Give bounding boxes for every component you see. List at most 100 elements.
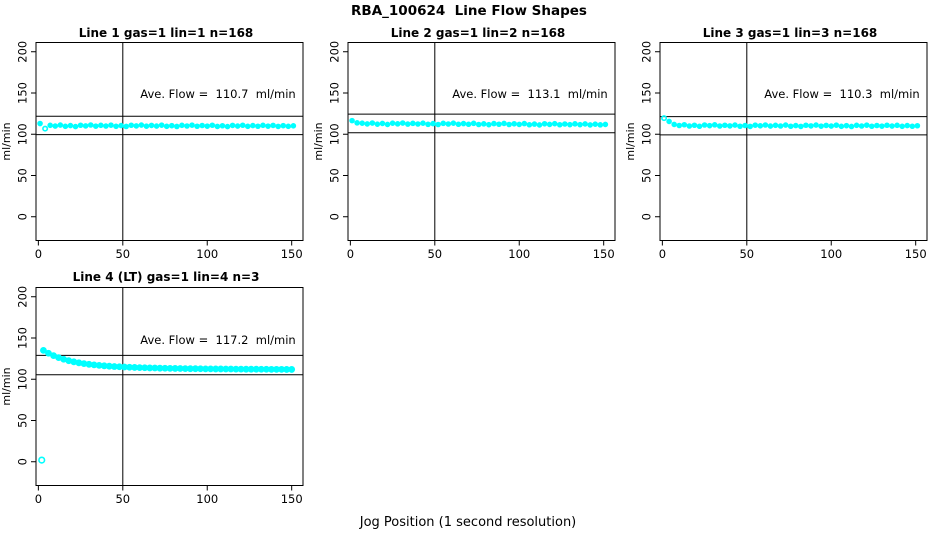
data-point [219,122,226,129]
data-point [823,122,829,129]
data-point [465,121,472,128]
data-point [818,123,824,129]
x-tick-label: 150 [281,492,303,506]
data-point [496,121,502,128]
data-point [889,123,895,129]
panel-1-ave-flow-label: Ave. Flow = 110.7 ml/min [140,87,296,101]
x-tick-label: 100 [508,247,530,261]
x-tick-label: 0 [347,247,354,261]
data-point [118,122,124,129]
data-point [737,123,743,130]
data-point [470,120,477,127]
data-point [445,121,452,127]
data-point [455,121,462,128]
data-point [234,123,241,129]
data-point [52,123,59,129]
data-point [762,122,769,128]
plot-box [35,287,304,486]
data-point [661,115,668,122]
data-point [909,123,916,130]
data-point [98,122,104,129]
data-point [92,123,99,129]
data-point [843,122,850,129]
panel-4-title: Line 4 (LT) gas=1 lin=4 n=3 [72,270,260,284]
panel-2: 0 50 100 150 0 50 100 150 200 ml/min [312,41,616,261]
data-point [853,122,860,129]
data-point [415,121,421,127]
y-tick-label: 50 [640,168,654,183]
data-point [379,120,386,127]
data-point [562,121,568,127]
data-point [828,123,835,129]
data-point [701,122,708,128]
panel-4: 0 50 100 150 0 50 100 150 200 ml/min [0,286,304,506]
data-point [394,121,401,127]
x-tick-label: 50 [115,247,130,261]
data-point [214,123,221,130]
data-point [460,120,467,127]
data-point [174,123,180,130]
data-point [808,123,814,129]
data-point [42,125,49,132]
data-point [369,120,376,126]
data-point [798,123,804,130]
data-point [666,118,672,125]
data-point [250,122,256,129]
data-point [244,123,251,130]
data-point [229,122,236,129]
y-tick-label: 200 [640,41,654,63]
y-tick-label: 200 [16,41,30,63]
data-point [772,122,779,129]
data-point [681,121,688,128]
y-tick-label: 0 [16,458,30,465]
data-point [767,123,774,129]
data-point [521,120,528,127]
data-point [153,123,160,129]
y-tick-label: 50 [16,168,30,183]
data-point [450,120,457,126]
data-point [128,122,135,129]
x-tick-label: 0 [35,247,42,261]
data-point [285,123,292,130]
data-point [803,122,809,129]
data-point [752,122,759,128]
x-tick-label: 100 [820,247,842,261]
data-point [108,122,114,128]
data-point [62,123,69,130]
data-point [260,122,266,129]
data-point [863,122,870,128]
y-tick-label: 200 [328,41,342,63]
data-point [275,123,281,130]
data-point [290,123,297,129]
data-point [858,123,865,129]
data-point [904,122,911,129]
y-tick-label: 150 [16,327,30,349]
data-point [359,120,365,126]
y-axis-title: ml/min [312,122,325,160]
plot-box [347,42,616,241]
data-point [747,123,753,130]
y-tick-label: 150 [640,82,654,104]
x-axis-label: Jog Position (1 second resolution) [359,515,577,530]
data-point [239,122,246,129]
data-point [894,122,900,129]
data-point [792,122,799,129]
data-point [384,121,391,128]
y-axis-title: ml/min [0,367,13,405]
panel-2-ave-flow-label: Ave. Flow = 113.1 ml/min [452,87,608,101]
y-tick-label: 100 [16,123,30,145]
data-point [813,122,819,128]
data-point [123,123,129,130]
data-point [516,121,523,128]
data-point [531,121,538,127]
data-point [848,123,855,130]
data-point [389,120,396,126]
data-point [727,123,733,129]
data-point [879,123,885,129]
y-tick-label: 0 [640,213,654,220]
panel-3-ave-flow-label: Ave. Flow = 110.3 ml/min [764,87,920,101]
x-tick-label: 0 [35,492,42,506]
data-point [551,120,558,127]
data-point [491,120,497,127]
